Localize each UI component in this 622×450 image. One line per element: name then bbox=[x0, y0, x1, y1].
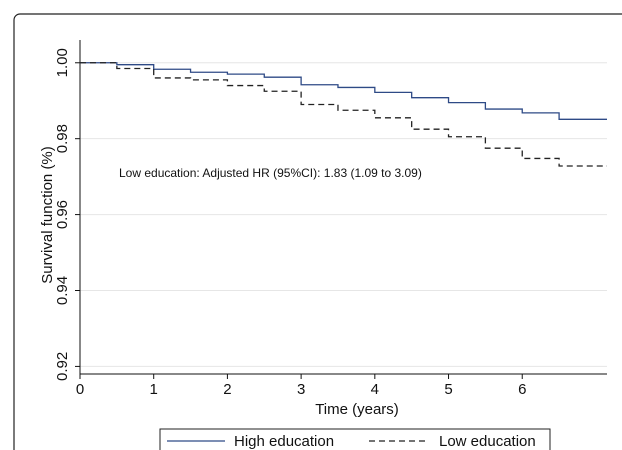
legend-box bbox=[159, 428, 551, 450]
x-axis-title: Time (years) bbox=[315, 401, 399, 418]
x-tick-label: 4 bbox=[371, 381, 379, 398]
y-tick-label: 0.92 bbox=[54, 352, 71, 381]
y-tick-label: 0.94 bbox=[54, 276, 71, 305]
axes: 0.92 0.94 0.96 0.98 1.00 0 1 2 3 4 5 6 bbox=[54, 40, 607, 398]
y-tick-label: 0.96 bbox=[54, 200, 71, 229]
series-lines bbox=[80, 62, 607, 167]
gridlines bbox=[80, 62, 607, 367]
y-axis-title: Survival function (%) bbox=[39, 146, 56, 284]
x-tick-label: 6 bbox=[518, 381, 526, 398]
y-tick-label: 1.00 bbox=[54, 48, 71, 77]
legend: High education Low education bbox=[159, 428, 551, 450]
hazard-ratio-annotation: Low education: Adjusted HR (95%CI): 1.83… bbox=[119, 166, 422, 180]
y-tick-label: 0.98 bbox=[54, 124, 71, 153]
x-tick-label: 3 bbox=[297, 381, 305, 398]
x-tick-label: 0 bbox=[76, 381, 84, 398]
x-tick-label: 5 bbox=[444, 381, 452, 398]
series-line-high-education bbox=[80, 62, 607, 120]
legend-label-high-education: High education bbox=[234, 433, 334, 450]
x-tick-label: 1 bbox=[150, 381, 158, 398]
legend-label-low-education: Low education bbox=[439, 433, 536, 450]
series-line-low-education bbox=[80, 62, 607, 167]
x-tick-label: 2 bbox=[223, 381, 231, 398]
figure-frame bbox=[13, 13, 622, 450]
